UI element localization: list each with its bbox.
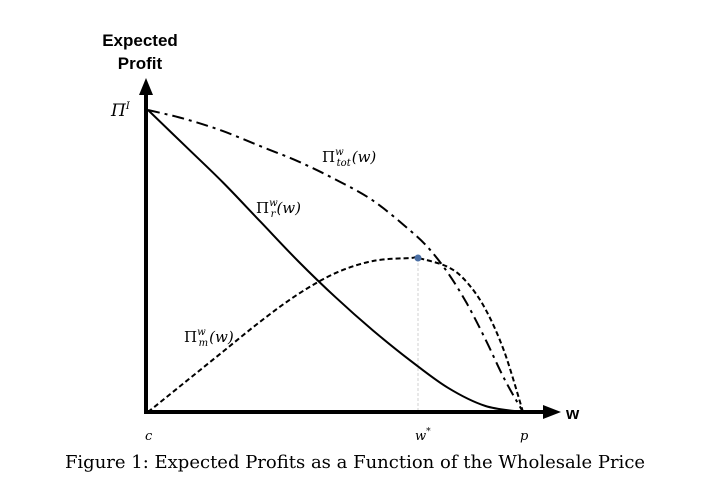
y-tick-label-sup: I [125, 101, 131, 112]
x-tick-label: p [520, 429, 529, 444]
x-tick-label: c [145, 429, 153, 444]
series-retailer-line [147, 109, 524, 413]
series-manufacturer-line [147, 256, 524, 413]
x-ticks: c w* p [145, 427, 529, 444]
y-axis-title-line2: Profit [118, 54, 163, 73]
series-layer [147, 109, 524, 413]
x-axis-arrow-icon [543, 405, 561, 419]
y-axis-arrow-icon [139, 78, 153, 95]
series-total-label: Πw tot(w) [322, 147, 376, 169]
x-tick-label: w* [415, 427, 431, 444]
x-axis-title: w [565, 404, 580, 423]
y-axis-title-line1: Expected [102, 31, 178, 50]
series-manufacturer-label: Πw m(w) [184, 327, 234, 349]
y-tick-label: ΠI [110, 101, 131, 121]
series-total-line [147, 109, 524, 413]
optimum-point [414, 254, 422, 262]
series-retailer-label: Πw r(w) [256, 198, 301, 220]
figure-caption: Figure 1: Expected Profits as a Function… [64, 452, 646, 473]
y-tick-label-base: Π [110, 101, 127, 121]
series-labels: Πw tot(w) Πw r(w) Πw m(w) [184, 147, 376, 349]
